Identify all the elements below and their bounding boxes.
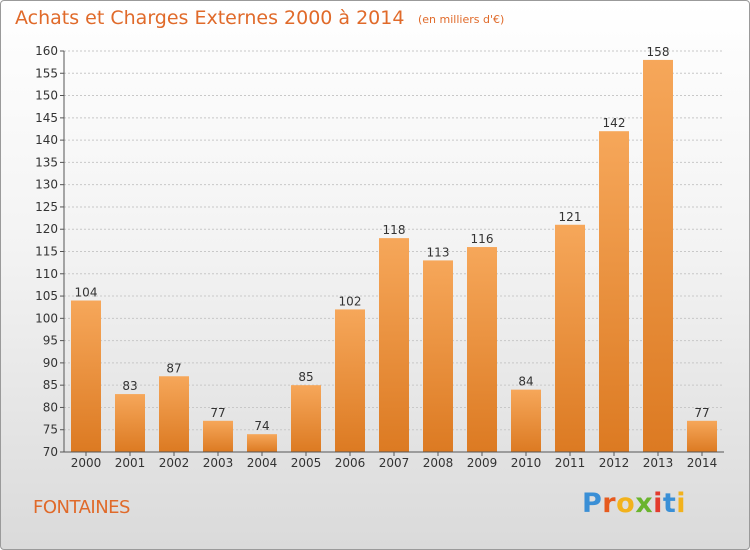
y-tick-label: 90 [43, 356, 58, 370]
y-tick-label: 140 [35, 133, 58, 147]
bar-2003 [203, 420, 233, 452]
bar-2002 [159, 376, 189, 452]
x-tick-label: 2014 [687, 456, 718, 470]
bar-2005 [291, 385, 321, 452]
y-tick-label: 100 [35, 311, 58, 325]
data-label: 158 [647, 45, 670, 59]
bar-2006 [335, 309, 365, 452]
y-tick-label: 115 [35, 245, 58, 259]
bar-2010 [511, 389, 541, 452]
bar-2014 [687, 420, 717, 452]
y-tick-label: 75 [43, 423, 58, 437]
logo-letter: x [635, 488, 654, 519]
logo-letter: t [662, 488, 677, 519]
x-tick-label: 2001 [115, 456, 146, 470]
x-tick-label: 2004 [247, 456, 278, 470]
y-tick-label: 80 [43, 400, 58, 414]
data-label: 74 [254, 419, 269, 433]
bar-2011 [555, 224, 585, 452]
x-tick-label: 2013 [643, 456, 674, 470]
y-tick-label: 150 [35, 89, 58, 103]
x-tick-label: 2002 [159, 456, 190, 470]
commune-name: FONTAINES [33, 497, 130, 518]
y-tick-label: 145 [35, 111, 58, 125]
y-tick-label: 105 [35, 289, 58, 303]
y-tick-label: 135 [35, 155, 58, 169]
chart-subtitle: (en milliers d'€) [418, 13, 505, 26]
bar-2007 [379, 238, 409, 452]
y-tick-label: 70 [43, 445, 58, 459]
x-tick-label: 2012 [599, 456, 630, 470]
bars [71, 59, 717, 453]
bar-2004 [247, 434, 277, 452]
bar-2008 [423, 260, 453, 452]
proxiti-logo: Proxiti [582, 488, 686, 519]
y-tick-label: 160 [35, 44, 58, 58]
x-tick-label: 2006 [335, 456, 366, 470]
data-label: 102 [339, 294, 362, 308]
y-tick-label: 125 [35, 200, 58, 214]
data-label: 113 [427, 245, 450, 259]
logo-letter: i [653, 488, 663, 519]
data-labels: 104 83 87 77 74 85 102 118 113 116 84 121 142 158 77 [75, 45, 710, 433]
y-tick-label: 155 [35, 66, 58, 80]
data-label: 77 [694, 406, 709, 420]
logo-letter: P [582, 488, 603, 519]
data-label: 87 [166, 361, 181, 375]
bar-2009 [467, 247, 497, 452]
logo-letter: i [676, 488, 687, 519]
x-tick-label: 2007 [379, 456, 410, 470]
bar-2001 [115, 394, 145, 452]
data-label: 142 [603, 116, 626, 130]
logo-letter: r [602, 488, 617, 519]
x-tick-label: 2005 [291, 456, 322, 470]
chart-title: Achats et Charges Externes 2000 à 2014 [15, 7, 405, 29]
y-tick-label: 130 [35, 178, 58, 192]
axes: 70 75 80 85 90 95 100 105 110 115 120 125 130 135 140 1… [35, 44, 724, 470]
data-label: 116 [471, 232, 494, 246]
y-tick-label: 95 [43, 334, 58, 348]
x-tick-label: 2008 [423, 456, 454, 470]
data-label: 77 [210, 406, 225, 420]
bar-2012 [599, 131, 629, 452]
x-tick-label: 2009 [467, 456, 498, 470]
data-label: 121 [559, 210, 582, 224]
bar-2013 [643, 59, 673, 453]
bar-2000 [71, 300, 101, 452]
x-tick-label: 2000 [71, 456, 102, 470]
data-label: 85 [298, 370, 313, 384]
x-tick-label: 2011 [555, 456, 586, 470]
data-label: 84 [518, 375, 533, 389]
y-tick-label: 110 [35, 267, 58, 281]
x-tick-label: 2010 [511, 456, 542, 470]
data-label: 118 [383, 223, 406, 237]
data-label: 83 [122, 379, 137, 393]
x-tick-label: 2003 [203, 456, 234, 470]
logo-letter: o [616, 488, 636, 519]
y-tick-label: 120 [35, 222, 58, 236]
y-tick-label: 85 [43, 378, 58, 392]
data-label: 104 [75, 286, 98, 300]
